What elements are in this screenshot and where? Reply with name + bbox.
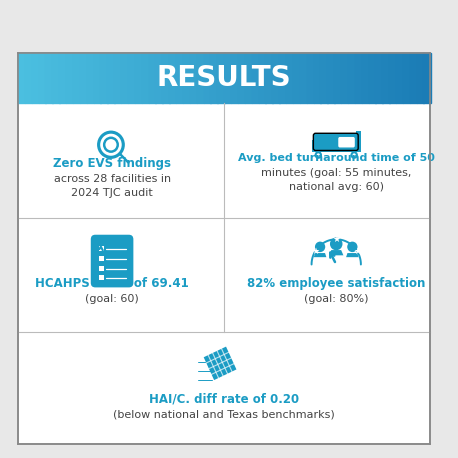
Bar: [258, 53, 266, 103]
FancyBboxPatch shape: [91, 234, 133, 288]
Bar: [362, 53, 369, 103]
Bar: [114, 53, 121, 103]
Text: national avg: 60): national avg: 60): [289, 182, 384, 192]
Bar: [87, 53, 94, 103]
Circle shape: [330, 237, 343, 250]
Text: ★: ★: [353, 246, 361, 256]
Bar: [356, 131, 361, 153]
Bar: [300, 53, 307, 103]
Circle shape: [103, 136, 119, 153]
Text: across 28 facilities in: across 28 facilities in: [54, 174, 171, 184]
Bar: [238, 53, 245, 103]
Bar: [311, 148, 361, 153]
Bar: [52, 53, 60, 103]
Bar: [410, 53, 417, 103]
Circle shape: [316, 153, 321, 158]
Polygon shape: [204, 347, 236, 380]
Bar: [265, 53, 273, 103]
Bar: [311, 140, 316, 153]
Polygon shape: [329, 250, 344, 256]
Text: 2024 TJC audit: 2024 TJC audit: [71, 188, 153, 197]
Bar: [334, 53, 342, 103]
Text: RESULTS: RESULTS: [157, 64, 291, 92]
Bar: [155, 53, 163, 103]
FancyBboxPatch shape: [18, 53, 431, 444]
Bar: [73, 53, 80, 103]
Bar: [100, 53, 108, 103]
Text: Avg. bed turnaround time of 50: Avg. bed turnaround time of 50: [238, 153, 435, 163]
Bar: [38, 53, 46, 103]
Bar: [203, 53, 211, 103]
Text: minutes (goal: 55 minutes,: minutes (goal: 55 minutes,: [261, 168, 411, 178]
Text: (goal: 80%): (goal: 80%): [304, 294, 369, 304]
Bar: [135, 53, 142, 103]
Bar: [369, 53, 376, 103]
Bar: [293, 53, 300, 103]
Bar: [396, 53, 403, 103]
Bar: [403, 53, 410, 103]
FancyBboxPatch shape: [313, 133, 358, 151]
Bar: [272, 53, 279, 103]
Bar: [424, 53, 431, 103]
Bar: [148, 53, 156, 103]
Bar: [224, 53, 231, 103]
Bar: [93, 53, 101, 103]
Bar: [307, 53, 314, 103]
Bar: [59, 53, 66, 103]
Text: (goal: 60): (goal: 60): [85, 294, 139, 304]
Bar: [98, 256, 104, 262]
Bar: [376, 53, 383, 103]
Circle shape: [105, 139, 116, 150]
Bar: [80, 53, 87, 103]
FancyBboxPatch shape: [338, 136, 355, 148]
Bar: [321, 53, 328, 103]
Text: ★: ★: [332, 235, 340, 244]
Text: HAI/C. diff rate of 0.20: HAI/C. diff rate of 0.20: [149, 393, 299, 405]
Bar: [389, 53, 397, 103]
Bar: [341, 53, 349, 103]
Bar: [417, 53, 424, 103]
Bar: [98, 275, 104, 280]
Bar: [327, 53, 335, 103]
Bar: [121, 53, 128, 103]
Text: ★: ★: [311, 246, 320, 256]
Bar: [128, 53, 135, 103]
Text: 82% employee satisfaction: 82% employee satisfaction: [247, 277, 425, 290]
Text: Zero EVS findings: Zero EVS findings: [53, 157, 171, 170]
Bar: [314, 53, 321, 103]
Bar: [279, 53, 286, 103]
Circle shape: [347, 242, 358, 252]
Bar: [98, 246, 104, 251]
Bar: [190, 53, 197, 103]
Bar: [231, 53, 238, 103]
Circle shape: [351, 153, 357, 158]
Bar: [286, 53, 293, 103]
Bar: [176, 53, 183, 103]
Bar: [382, 53, 390, 103]
Bar: [210, 53, 218, 103]
Bar: [142, 53, 149, 103]
Bar: [348, 53, 355, 103]
Text: (below national and Texas benchmarks): (below national and Texas benchmarks): [113, 409, 335, 419]
Bar: [107, 53, 114, 103]
Bar: [169, 53, 176, 103]
Bar: [98, 267, 104, 272]
Text: HCAHPS score of 69.41: HCAHPS score of 69.41: [35, 277, 189, 290]
Bar: [18, 53, 25, 103]
Bar: [196, 53, 204, 103]
Bar: [245, 53, 252, 103]
Polygon shape: [346, 253, 359, 257]
Circle shape: [98, 132, 123, 158]
Bar: [66, 53, 73, 103]
Bar: [162, 53, 169, 103]
Bar: [355, 53, 362, 103]
Bar: [45, 53, 53, 103]
Circle shape: [315, 242, 325, 252]
Polygon shape: [314, 253, 327, 257]
Bar: [251, 53, 259, 103]
Bar: [25, 53, 32, 103]
Bar: [217, 53, 224, 103]
Bar: [183, 53, 190, 103]
Bar: [32, 53, 39, 103]
